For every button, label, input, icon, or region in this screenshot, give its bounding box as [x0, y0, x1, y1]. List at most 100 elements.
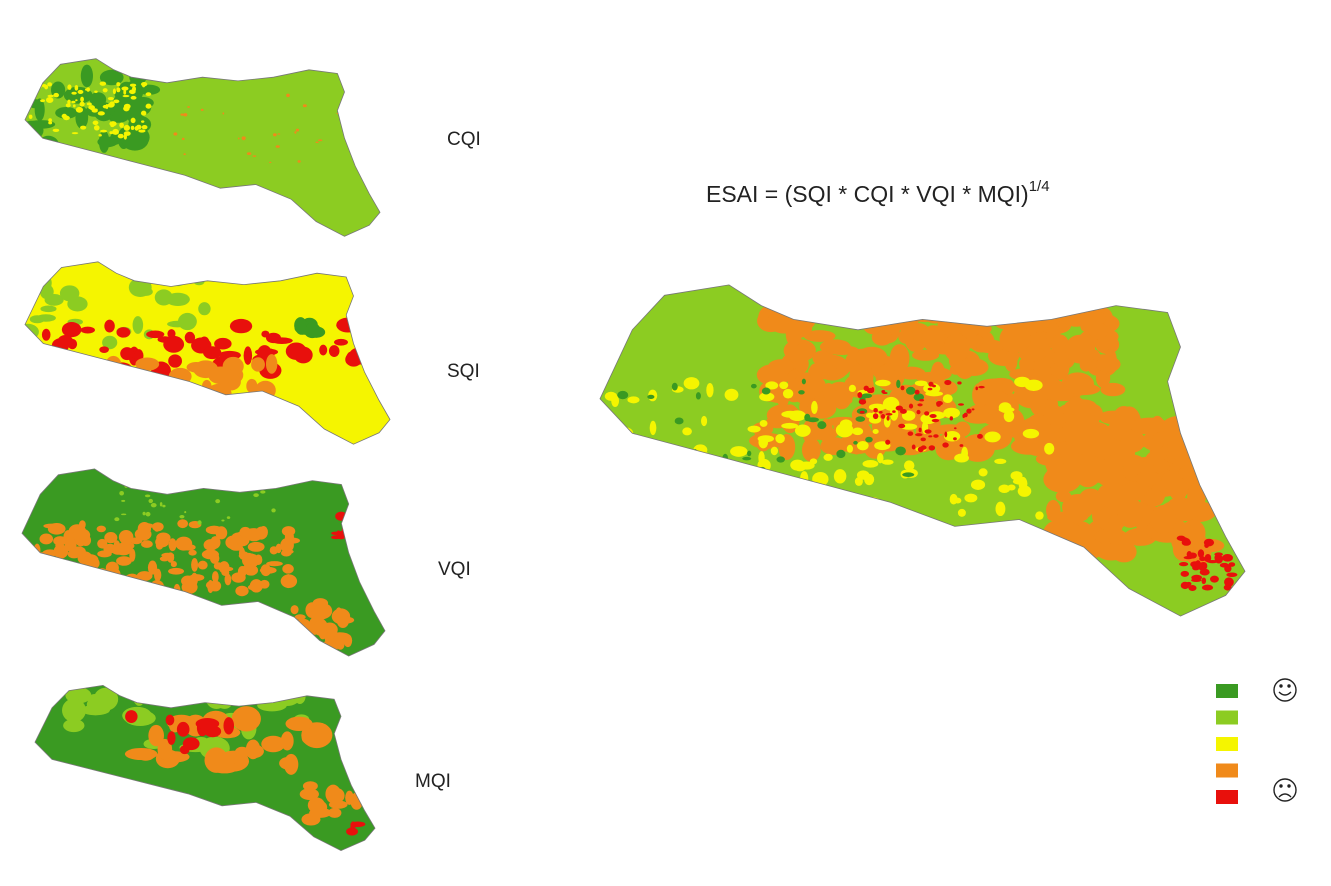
map-patch	[335, 607, 343, 620]
map-patch	[25, 566, 44, 581]
map-patch	[75, 106, 84, 113]
map-patch	[25, 89, 28, 92]
map-patch	[1203, 538, 1215, 547]
map-patch	[917, 403, 923, 407]
map-patch	[98, 130, 110, 153]
map-patch	[39, 533, 54, 545]
map-patch	[998, 402, 1012, 413]
map-patch	[350, 821, 356, 832]
map-patch	[24, 558, 38, 566]
map-patch	[781, 422, 799, 429]
map-patch	[868, 415, 882, 424]
map-patch	[920, 445, 927, 450]
map-patch	[84, 569, 94, 576]
smiley-happy	[1273, 678, 1297, 702]
map-patch	[822, 383, 835, 400]
map-patch	[603, 457, 615, 465]
map-patch	[885, 412, 893, 416]
legend-swatch	[1216, 790, 1238, 804]
map-patch	[25, 89, 33, 95]
map-patch	[247, 541, 265, 552]
map-patch	[167, 329, 176, 339]
map-patch	[970, 479, 986, 490]
map-patch	[871, 386, 875, 393]
map-patch	[911, 444, 916, 450]
map-patch	[930, 365, 943, 385]
map-patch	[713, 491, 722, 502]
map-patch	[243, 346, 253, 365]
map-patch	[892, 410, 896, 413]
map-patch	[931, 418, 940, 423]
map-patch	[1096, 482, 1128, 509]
map-patch	[988, 303, 1022, 323]
map-patch	[155, 388, 177, 406]
map-patch	[872, 429, 879, 435]
map-patch	[39, 284, 54, 300]
map-patch	[924, 429, 932, 434]
map-patch	[119, 490, 124, 496]
map-patch	[600, 450, 612, 461]
map-patch	[765, 480, 774, 485]
map-patch	[223, 717, 235, 735]
map-patch	[47, 94, 54, 98]
map-patch	[1004, 350, 1018, 372]
map-patch	[125, 585, 136, 593]
map-patch	[1107, 513, 1123, 547]
map-patch	[953, 427, 957, 430]
map-patch	[697, 504, 713, 512]
map-patch	[180, 113, 184, 116]
map-patch	[1035, 511, 1044, 520]
map-patch	[672, 471, 691, 480]
map-patch	[754, 478, 766, 492]
map-patch	[62, 698, 86, 723]
map-patch	[858, 399, 867, 405]
map-patch	[1055, 490, 1072, 503]
map-patch	[1070, 537, 1104, 560]
map-patch	[254, 380, 276, 400]
map-patch	[877, 452, 884, 464]
map-patch	[141, 540, 153, 548]
map-patch	[180, 484, 184, 489]
map-patch	[647, 394, 655, 399]
map-patch	[67, 84, 72, 90]
map-patch	[140, 110, 147, 116]
map-patch	[57, 334, 74, 349]
map-patch	[31, 573, 41, 581]
map-patch	[978, 385, 985, 389]
map-patch	[229, 318, 253, 334]
map-patch	[109, 131, 113, 135]
map-patch	[125, 710, 138, 723]
map-patch	[70, 573, 86, 583]
map-patch	[1197, 549, 1205, 558]
map-patch	[328, 787, 345, 804]
map-patch	[942, 442, 949, 448]
map-patch	[891, 428, 916, 444]
map-patch	[290, 605, 299, 615]
map-patch	[231, 706, 261, 732]
map-patch	[140, 279, 151, 289]
map-patch	[240, 686, 252, 702]
map-patch	[98, 381, 123, 391]
map-patch	[1204, 557, 1211, 562]
map-patch	[928, 381, 934, 387]
map-patch	[785, 320, 802, 348]
map-patch	[929, 413, 937, 418]
map-patch	[40, 99, 46, 103]
map-patch	[272, 133, 277, 137]
map-patch	[682, 427, 692, 436]
map-patch	[157, 379, 183, 392]
map-patch	[213, 562, 223, 570]
map-patch	[863, 385, 869, 391]
map-patch	[866, 310, 881, 326]
map-patch	[775, 434, 785, 444]
map-patch	[1188, 584, 1197, 591]
region-map	[25, 261, 390, 445]
map-patch	[65, 322, 75, 337]
map-patch	[173, 132, 178, 136]
map-patch	[1179, 561, 1189, 567]
map-patch	[168, 367, 192, 385]
map-patch	[886, 415, 890, 421]
map-patch	[187, 106, 190, 108]
map-patch	[266, 561, 283, 567]
map-patch	[1010, 471, 1023, 481]
